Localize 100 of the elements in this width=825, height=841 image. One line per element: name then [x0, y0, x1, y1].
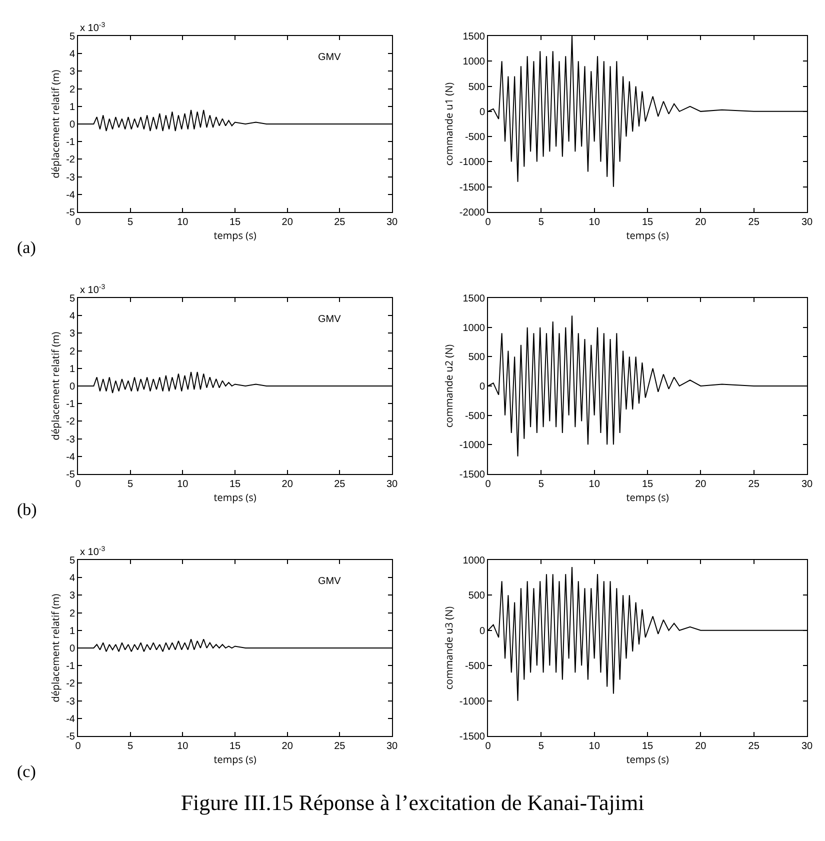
- y-tick-label: -3: [66, 434, 76, 446]
- x-tick-label: 25: [334, 217, 346, 228]
- y-tick-label: -1000: [459, 696, 486, 708]
- x-tick-label: 15: [642, 479, 654, 490]
- y-axis-title: commande u2 (N): [441, 344, 456, 428]
- y-tick-label: -1500: [459, 732, 486, 742]
- x-tick-label: 25: [334, 479, 346, 490]
- x-tick-label: 5: [128, 741, 134, 752]
- x-tick-label: 20: [282, 479, 294, 490]
- x-tick-label: 30: [801, 217, 813, 228]
- y-tick-label: 3: [69, 590, 76, 602]
- y-tick-label: -2000: [459, 208, 486, 218]
- y-tick-label: 0: [69, 120, 76, 130]
- x-axis-title: temps (s): [214, 228, 256, 242]
- y-tick-label: 5: [69, 32, 76, 42]
- y-tick-label: 4: [69, 311, 76, 322]
- x-tick-label: 30: [386, 479, 398, 490]
- y-tick-label: -4: [66, 190, 76, 201]
- y-axis-title: déplacement relatif (m): [48, 332, 62, 440]
- x-tick-label: 15: [642, 217, 654, 228]
- y-tick-label: -500: [464, 410, 486, 422]
- y-tick-label: 1500: [462, 294, 486, 304]
- y-tick-label: 2: [69, 608, 76, 620]
- y-tick-label: -1500: [459, 182, 486, 194]
- y-tick-label: -3: [66, 696, 76, 708]
- y-tick-label: -2: [66, 154, 76, 166]
- x-tick-label: 10: [177, 741, 189, 752]
- y-tick-label: 5: [69, 294, 76, 304]
- x-tick-label: 5: [128, 479, 134, 490]
- x-tick-label: 5: [128, 217, 134, 228]
- x-tick-label: 30: [386, 741, 398, 752]
- y-tick-label: -1: [66, 661, 76, 672]
- x-tick-label: 25: [748, 741, 760, 752]
- y-tick-label: -5: [66, 732, 76, 742]
- x-tick-label: 10: [177, 217, 189, 228]
- y-tick-label: -5: [66, 470, 76, 480]
- x-axis-title: temps (s): [626, 752, 669, 766]
- x-tick-label: 20: [695, 741, 707, 752]
- y-tick-label: -1: [66, 137, 76, 148]
- text: (a): [17, 238, 36, 257]
- x-tick-label: 15: [229, 479, 241, 490]
- y-axis-title: déplacement relatif (m): [48, 594, 62, 702]
- annotation: GMV: [318, 52, 342, 63]
- y-tick-label: -2: [66, 678, 76, 690]
- y-tick-label: -5: [66, 208, 76, 218]
- y-tick-label: 500: [468, 590, 486, 602]
- y-tick-label: -500: [464, 132, 486, 144]
- y-tick-label: -4: [66, 452, 76, 463]
- annotation: GMV: [318, 314, 342, 325]
- y-tick-label: 0: [69, 382, 76, 392]
- x-axis-title: temps (s): [626, 490, 669, 504]
- x-axis-title: temps (s): [214, 752, 256, 766]
- x-tick-label: 5: [538, 741, 544, 752]
- y-tick-label: 1: [69, 102, 76, 113]
- y-tick-label: 0: [69, 644, 76, 654]
- x-tick-label: 25: [748, 479, 760, 490]
- y-tick-label: 1: [69, 626, 76, 637]
- x-tick-label: 10: [588, 479, 600, 490]
- y-tick-label: 2: [69, 346, 76, 358]
- y-tick-label: 0: [479, 382, 486, 392]
- y-tick-label: -1000: [459, 440, 486, 452]
- text: x 10$^{-3}$: [80, 22, 106, 34]
- x-tick-label: 10: [588, 217, 600, 228]
- y-tick-label: -500: [464, 661, 486, 672]
- y-tick-label: 500: [468, 82, 486, 93]
- y-tick-label: -4: [66, 714, 76, 725]
- x-tick-label: 20: [282, 217, 294, 228]
- x-axis-title: temps (s): [214, 490, 256, 504]
- text: x 10$^{-3}$: [80, 546, 106, 558]
- y-tick-label: -3: [66, 172, 76, 184]
- y-tick-label: 1000: [462, 556, 486, 566]
- x-tick-label: 5: [538, 217, 544, 228]
- y-tick-label: -1500: [459, 470, 486, 480]
- x-tick-label: 10: [177, 479, 189, 490]
- y-tick-label: 0: [479, 626, 486, 637]
- x-tick-label: 15: [642, 741, 654, 752]
- y-tick-label: 1500: [462, 32, 486, 42]
- text: Figure III.15 Réponse à l’excitation de Kanai-Tajimi: [180, 790, 646, 816]
- y-tick-label: 4: [69, 573, 76, 584]
- y-tick-label: 3: [69, 66, 76, 78]
- x-tick-label: 20: [695, 217, 707, 228]
- annotation: GMV: [318, 576, 342, 587]
- x-tick-label: 20: [695, 479, 707, 490]
- x-tick-label: 30: [801, 479, 813, 490]
- y-tick-label: 5: [69, 556, 76, 566]
- x-tick-label: 25: [334, 741, 346, 752]
- y-axis-title: commande u1 (N): [441, 82, 456, 166]
- y-tick-label: -1000: [459, 157, 486, 168]
- x-axis-title: temps (s): [626, 228, 669, 242]
- y-tick-label: 1000: [462, 56, 486, 68]
- x-tick-label: 15: [229, 217, 241, 228]
- y-tick-label: -1: [66, 399, 76, 410]
- y-axis-title: déplacement relatif (m): [48, 70, 62, 178]
- x-tick-label: 20: [282, 741, 294, 752]
- y-tick-label: 1000: [462, 322, 486, 334]
- y-axis-title: commande u3 (N): [441, 606, 456, 690]
- x-tick-label: 10: [588, 741, 600, 752]
- x-tick-label: 5: [538, 479, 544, 490]
- y-tick-label: 0: [479, 106, 486, 118]
- y-tick-label: 3: [69, 328, 76, 340]
